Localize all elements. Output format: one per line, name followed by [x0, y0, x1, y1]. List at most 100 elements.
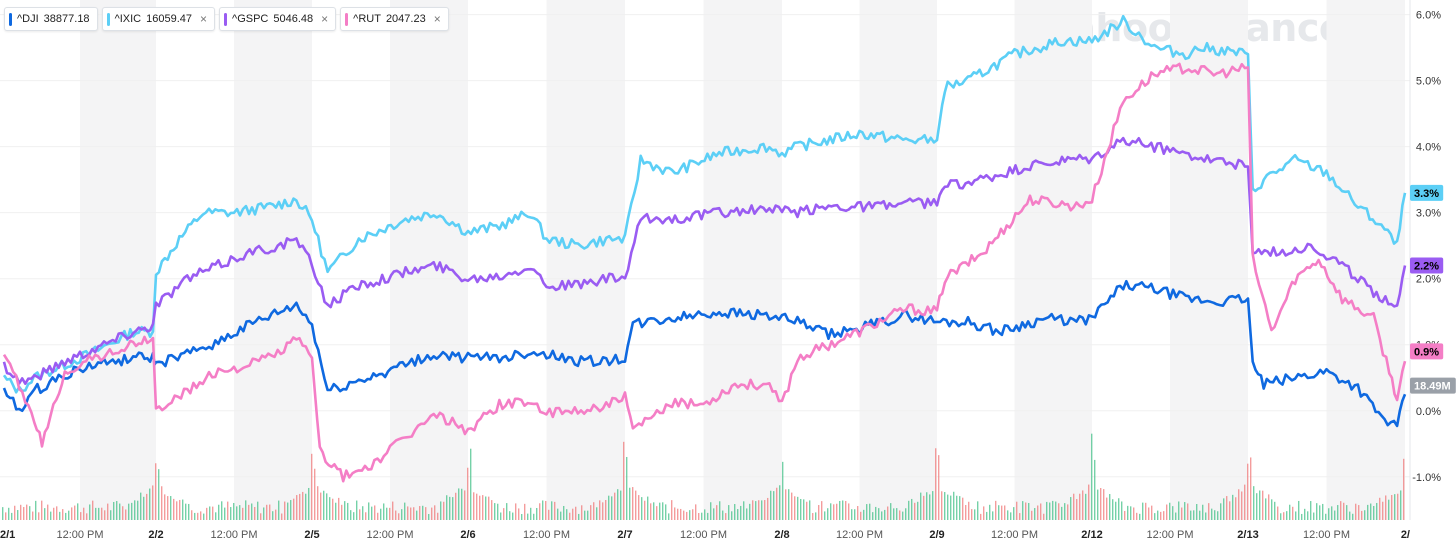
legend-value: 5046.48: [273, 13, 314, 25]
y-tick-label: 6.0%: [1416, 10, 1441, 22]
volume-bar: [1352, 513, 1354, 520]
volume-bar: [599, 500, 601, 520]
volume-bar: [140, 492, 142, 520]
volume-bar: [893, 508, 895, 520]
volume-bar: [854, 509, 856, 520]
volume-bar: [704, 509, 706, 520]
volume-bar: [128, 503, 130, 520]
volume-bar: [1241, 491, 1243, 520]
volume-bar: [350, 510, 352, 520]
volume-bar: [848, 503, 850, 520]
volume-bar: [581, 505, 583, 520]
volume-bar: [410, 507, 412, 520]
volume-bar: [164, 494, 166, 520]
volume-bar: [1055, 501, 1057, 520]
volume-bar: [1274, 501, 1276, 520]
volume-bar: [98, 507, 100, 520]
volume-bar: [665, 504, 667, 520]
volume-bar: [740, 505, 742, 520]
close-icon[interactable]: ×: [433, 12, 441, 26]
volume-bar: [380, 508, 382, 520]
volume-bar: [1133, 507, 1135, 520]
volume-bar: [629, 487, 631, 520]
x-tick-label: 12:00 PM: [523, 529, 570, 541]
volume-bar: [1232, 494, 1234, 520]
volume-bar: [875, 506, 877, 520]
volume-bar: [1220, 503, 1222, 520]
volume-bar: [302, 491, 304, 520]
volume-bar: [1031, 510, 1033, 520]
volume-bar: [584, 510, 586, 520]
volume-bar: [446, 495, 448, 520]
volume-bar: [1256, 493, 1258, 520]
legend-chip-dji[interactable]: ^DJI 38877.18: [4, 7, 98, 31]
volume-bar: [902, 511, 904, 520]
volume-bar: [368, 502, 370, 520]
volume-bar: [983, 506, 985, 520]
volume-bar: [950, 495, 952, 520]
volume-bar: [1064, 503, 1066, 520]
volume-bar: [1013, 507, 1015, 520]
volume-bar: [827, 508, 829, 520]
close-icon[interactable]: ×: [200, 12, 208, 26]
volume-bar: [725, 513, 727, 520]
volume-bar: [1376, 502, 1378, 520]
series-line-dji: [2, 279, 1407, 428]
close-icon[interactable]: ×: [321, 12, 329, 26]
volume-bar: [1364, 510, 1366, 520]
volume-bar: [1289, 504, 1291, 520]
volume-bar: [362, 506, 364, 520]
volume-bar: [716, 505, 718, 520]
volume-bar: [437, 512, 439, 520]
volume-bar: [884, 509, 886, 520]
volume-bar: [1229, 501, 1231, 520]
volume-bar: [56, 506, 58, 520]
volume-bar: [821, 501, 823, 520]
volume-bar: [908, 500, 910, 520]
volume-bar: [383, 503, 385, 520]
volume-bar: [662, 502, 664, 520]
volume-bar: [806, 501, 808, 520]
volume-bar: [176, 501, 178, 520]
volume-bar: [1196, 504, 1198, 520]
volume-bar: [242, 507, 244, 520]
volume-bar: [650, 503, 652, 520]
legend-chip-rut[interactable]: ^RUT 2047.23 ×: [340, 7, 449, 31]
volume-bar: [20, 504, 22, 520]
volume-bar: [686, 511, 688, 520]
volume-bar: [1085, 493, 1087, 520]
volume-bar: [1202, 504, 1204, 520]
volume-bar: [776, 487, 778, 520]
volume-bar: [1298, 500, 1300, 520]
x-tick-label: 12:00 PM: [680, 529, 727, 541]
series-end-label-bg: [1410, 184, 1444, 201]
volume-bar: [1079, 493, 1081, 520]
x-tick-label: 2/2: [148, 529, 163, 541]
volume-bar: [305, 493, 307, 520]
volume-bar: [1358, 505, 1360, 520]
volume-bar: [1223, 498, 1225, 520]
volume-bar: [785, 489, 787, 520]
x-tick-label: 12:00 PM: [836, 529, 883, 541]
volume-bar: [134, 500, 136, 520]
volume-bar: [737, 509, 739, 520]
volume-bar: [332, 498, 334, 520]
series-end-label: 0.9%: [1414, 346, 1439, 358]
volume-bar: [1271, 499, 1273, 520]
legend-chip-gspc[interactable]: ^GSPC 5046.48 ×: [219, 7, 337, 31]
volume-bar: [266, 504, 268, 520]
volume-bar: [656, 506, 658, 520]
volume-bar: [527, 513, 529, 520]
legend-chip-ixic[interactable]: ^IXIC 16059.47 ×: [101, 7, 216, 31]
volume-bar: [224, 507, 226, 520]
volume-bar: [557, 508, 559, 520]
volume-bar: [563, 505, 565, 520]
volume-bar: [803, 499, 805, 520]
volume-bar: [1049, 502, 1051, 520]
volume-bar: [344, 501, 346, 520]
volume-bar: [1253, 486, 1255, 520]
volume-bar: [455, 492, 457, 520]
volume-bar: [719, 501, 721, 520]
